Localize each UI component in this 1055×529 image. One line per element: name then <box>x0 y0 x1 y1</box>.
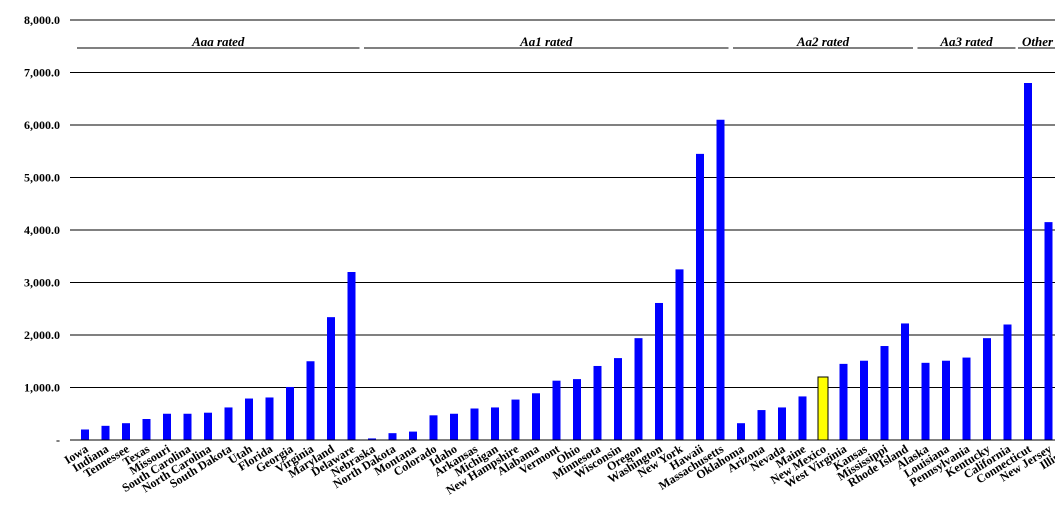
bar-new-jersey <box>1044 222 1053 440</box>
bar-arkansas <box>470 408 479 440</box>
bar-ohio <box>573 379 581 440</box>
y-tick-label: 1,000.0 <box>24 381 60 395</box>
bar-north-dakota <box>388 433 397 440</box>
y-tick-label: 3,000.0 <box>24 276 60 290</box>
bar-south-dakota <box>224 407 233 440</box>
bar-nevada <box>778 407 786 440</box>
bar-minnesota <box>593 365 602 440</box>
bar-new-york <box>675 269 684 440</box>
bar-new-hampshire <box>511 399 520 440</box>
bar-west-virginia <box>839 363 848 440</box>
bar-alabama <box>532 393 540 440</box>
bar-arizona <box>757 410 766 440</box>
bar-maine <box>798 396 807 440</box>
bar-texas <box>142 419 151 440</box>
y-tick-label: 8,000.0 <box>24 13 60 27</box>
bar-rhode-island <box>901 323 909 440</box>
bar-virginia <box>306 361 315 440</box>
y-tick-label: 4,000.0 <box>24 223 60 237</box>
bar-colorado <box>429 415 438 440</box>
bar-wisconsin <box>614 358 622 440</box>
bar-utah <box>245 398 253 440</box>
bar-kentucky <box>983 338 991 440</box>
group-label: Aa3 rated <box>939 34 993 49</box>
bar-massachusetts <box>716 119 725 440</box>
gridlines <box>70 19 1055 388</box>
bar-michigan <box>491 407 499 440</box>
bar-pennsylvania <box>962 357 971 440</box>
bar-louisiana <box>942 360 950 440</box>
bar-indiana <box>101 425 110 440</box>
group-label: Other <box>1022 34 1054 49</box>
bar-washington <box>655 302 663 440</box>
y-tick-label: - <box>56 433 60 447</box>
group-label: Aa2 rated <box>796 34 850 49</box>
bar-alaska <box>921 362 930 440</box>
bar-south-carolina <box>183 413 192 440</box>
bar-vermont <box>552 380 561 440</box>
bar-iowa <box>81 429 89 440</box>
bar-mississippi <box>880 346 889 440</box>
bar-connecticut <box>1024 83 1032 440</box>
bars <box>81 83 1053 441</box>
group-label: Aaa rated <box>191 34 245 49</box>
rating-group-labels: Aaa rated Aa1 rated Aa2 rated Aa3 rated Othe… <box>77 34 1055 49</box>
y-tick-label: 2,000.0 <box>24 328 60 342</box>
bar-delaware <box>347 272 356 440</box>
bar-oregon <box>634 338 643 440</box>
bar-missouri <box>163 413 171 440</box>
bar-idaho <box>450 413 458 440</box>
bar-georgia <box>286 386 294 440</box>
y-tick-label: 7,000.0 <box>24 66 60 80</box>
bar-california <box>1003 324 1012 440</box>
bar-kansas <box>860 360 868 440</box>
bar-nebraska <box>368 438 376 440</box>
bar-florida <box>265 397 274 440</box>
bar-oklahoma <box>737 423 745 440</box>
group-label: Aa1 rated <box>519 34 573 49</box>
y-tick-label: 6,000.0 <box>24 118 60 132</box>
bar-montana <box>409 431 417 440</box>
bar-hawaii <box>696 153 704 440</box>
y-axis-tick-labels: - 1,000.0 2,000.0 3,000.0 4,000.0 5,000.0 6,00… <box>24 13 60 447</box>
bar-tennessee <box>122 423 130 440</box>
bar-maryland <box>327 317 335 440</box>
y-tick-label: 5,000.0 <box>24 171 60 185</box>
bar-new-mexico <box>817 376 829 441</box>
bar-north-carolina <box>204 412 212 440</box>
